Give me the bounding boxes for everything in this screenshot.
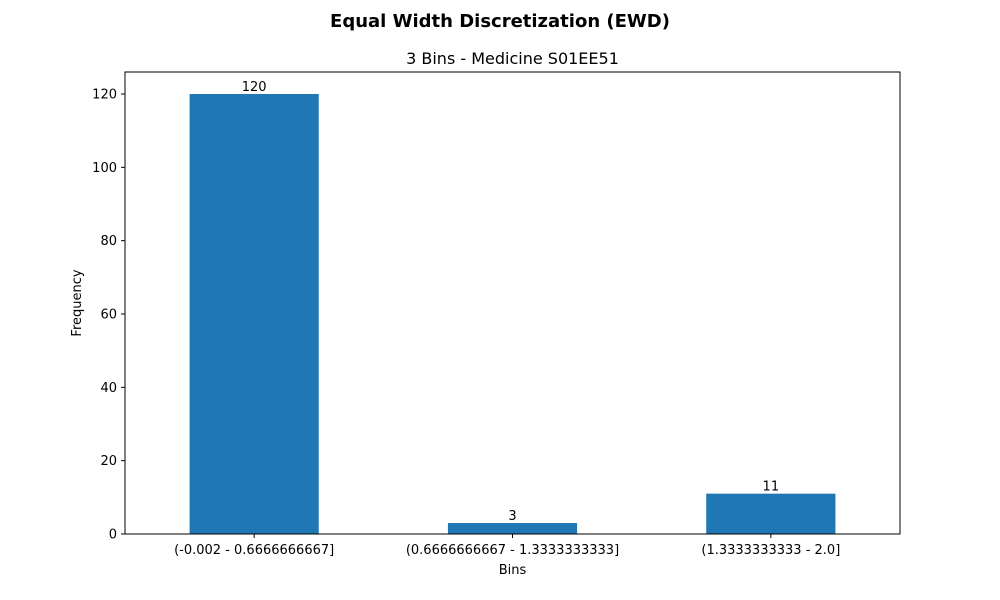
x-tick-label-2: (0.6666666667 - 1.3333333333] (406, 543, 619, 558)
bar-value-label-2: 3 (508, 509, 516, 524)
chart-suptitle: Equal Width Discretization (EWD) (330, 11, 670, 32)
y-tick-label-80: 80 (100, 234, 117, 249)
x-axis-label: Bins (499, 563, 527, 578)
y-tick-label-100: 100 (92, 161, 117, 176)
plot-frame (124, 71, 901, 535)
bar-value-label-1: 120 (242, 80, 267, 95)
y-axis-ticks: 0 20 40 60 80 100 120 (92, 88, 125, 543)
x-tick-label-3: (1.3333333333 - 2.0] (701, 543, 840, 558)
bar-value-label-3: 11 (763, 480, 780, 495)
y-tick-label-20: 20 (100, 454, 117, 469)
y-tick-label-120: 120 (92, 88, 117, 103)
x-axis-ticks: (-0.002 - 0.6666666667] (0.6666666667 - 1… (174, 534, 840, 558)
y-tick-label-0: 0 (109, 528, 117, 543)
bar-2 (447, 523, 578, 534)
bars-group (189, 94, 836, 534)
chart-title: 3 Bins - Medicine S01EE51 (406, 49, 619, 68)
data-labels-group: 120 3 11 (242, 80, 779, 524)
bar-1 (189, 94, 319, 534)
y-axis-label: Frequency (70, 269, 85, 336)
y-tick-label-40: 40 (100, 381, 117, 396)
x-tick-label-1: (-0.002 - 0.6666666667] (174, 543, 334, 558)
y-tick-label-60: 60 (100, 308, 117, 323)
bar-3 (706, 493, 836, 534)
